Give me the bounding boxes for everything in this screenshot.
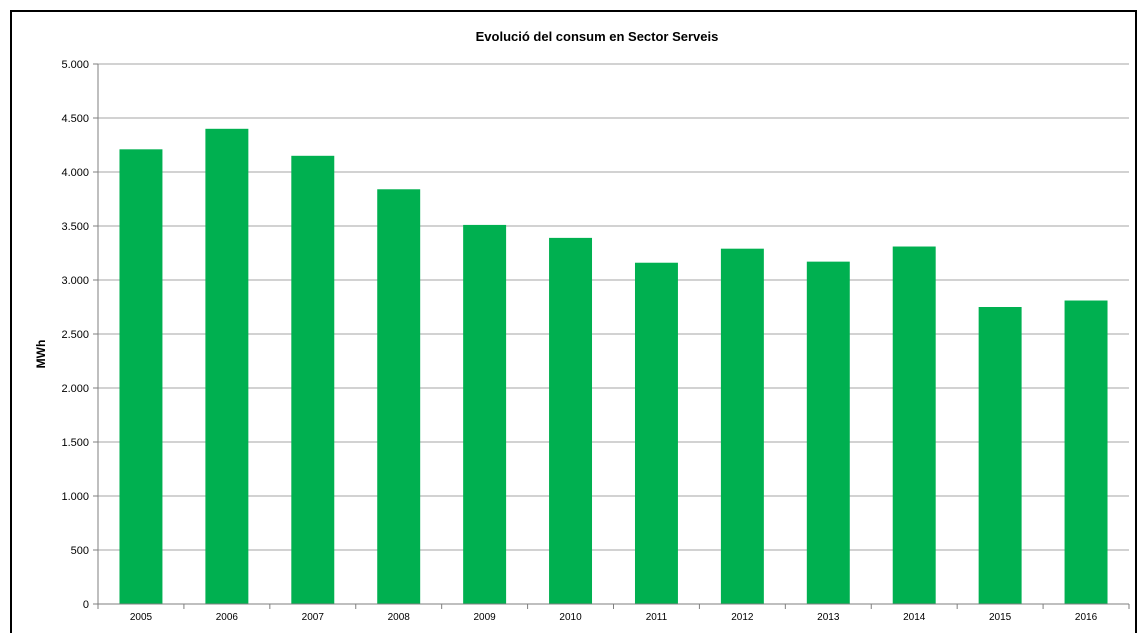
bar bbox=[892, 246, 936, 604]
x-tick-label: 2016 bbox=[1075, 612, 1098, 623]
y-tick-label: 500 bbox=[71, 545, 89, 557]
bar bbox=[720, 248, 764, 604]
bar bbox=[978, 307, 1022, 604]
x-tick-label: 2011 bbox=[646, 612, 668, 623]
x-tick-labels: 2005 2006 2007 2008 2009 2010 2011 2012 2013 2014… bbox=[130, 612, 1098, 623]
x-tick-label: 2013 bbox=[817, 612, 840, 623]
gridlines bbox=[93, 63, 1129, 605]
x-tick-label: 2005 bbox=[130, 612, 153, 623]
x-tick-label: 2010 bbox=[559, 612, 582, 623]
y-tick-label: 1.000 bbox=[61, 491, 89, 503]
x-tick-label: 2014 bbox=[903, 612, 926, 623]
chart-title: Evolució del consum en Sector Serveis bbox=[476, 29, 719, 44]
y-axis-label: MWh bbox=[34, 340, 48, 369]
bar bbox=[806, 261, 850, 604]
bar bbox=[1064, 300, 1108, 604]
bar bbox=[377, 189, 421, 604]
x-tick-label: 2012 bbox=[731, 612, 754, 623]
chart-frame: Evolució del consum en Sector Serveis MW… bbox=[10, 10, 1137, 633]
y-tick-label: 4.000 bbox=[61, 167, 89, 179]
y-tick-label: 3.500 bbox=[61, 221, 89, 233]
x-tick-label: 2006 bbox=[216, 612, 239, 623]
bar bbox=[463, 224, 507, 605]
y-tick-label: 5.000 bbox=[61, 59, 89, 71]
y-tick-label: 1.500 bbox=[61, 437, 89, 449]
bar bbox=[634, 262, 678, 604]
bar bbox=[119, 149, 163, 604]
bar bbox=[291, 155, 335, 605]
bar bbox=[205, 128, 249, 605]
y-tick-label: 2.000 bbox=[61, 383, 89, 395]
y-tick-label: 0 bbox=[83, 599, 89, 611]
axes bbox=[97, 64, 1129, 605]
y-tick-label: 4.500 bbox=[61, 113, 89, 125]
y-tick-label: 3.000 bbox=[61, 275, 89, 287]
x-tick-label: 2007 bbox=[302, 612, 325, 623]
y-tick-label: 2.500 bbox=[61, 329, 89, 341]
bars bbox=[97, 128, 1130, 609]
bar-chart: Evolució del consum en Sector Serveis MW… bbox=[34, 29, 1130, 623]
x-tick-label: 2009 bbox=[474, 612, 497, 623]
y-tick-labels: 0 500 1.000 1.500 2.000 2.500 3.000 3.500 4.000 4… bbox=[61, 59, 89, 611]
x-tick-label: 2015 bbox=[989, 612, 1012, 623]
bar bbox=[549, 237, 593, 604]
x-tick-label: 2008 bbox=[388, 612, 411, 623]
